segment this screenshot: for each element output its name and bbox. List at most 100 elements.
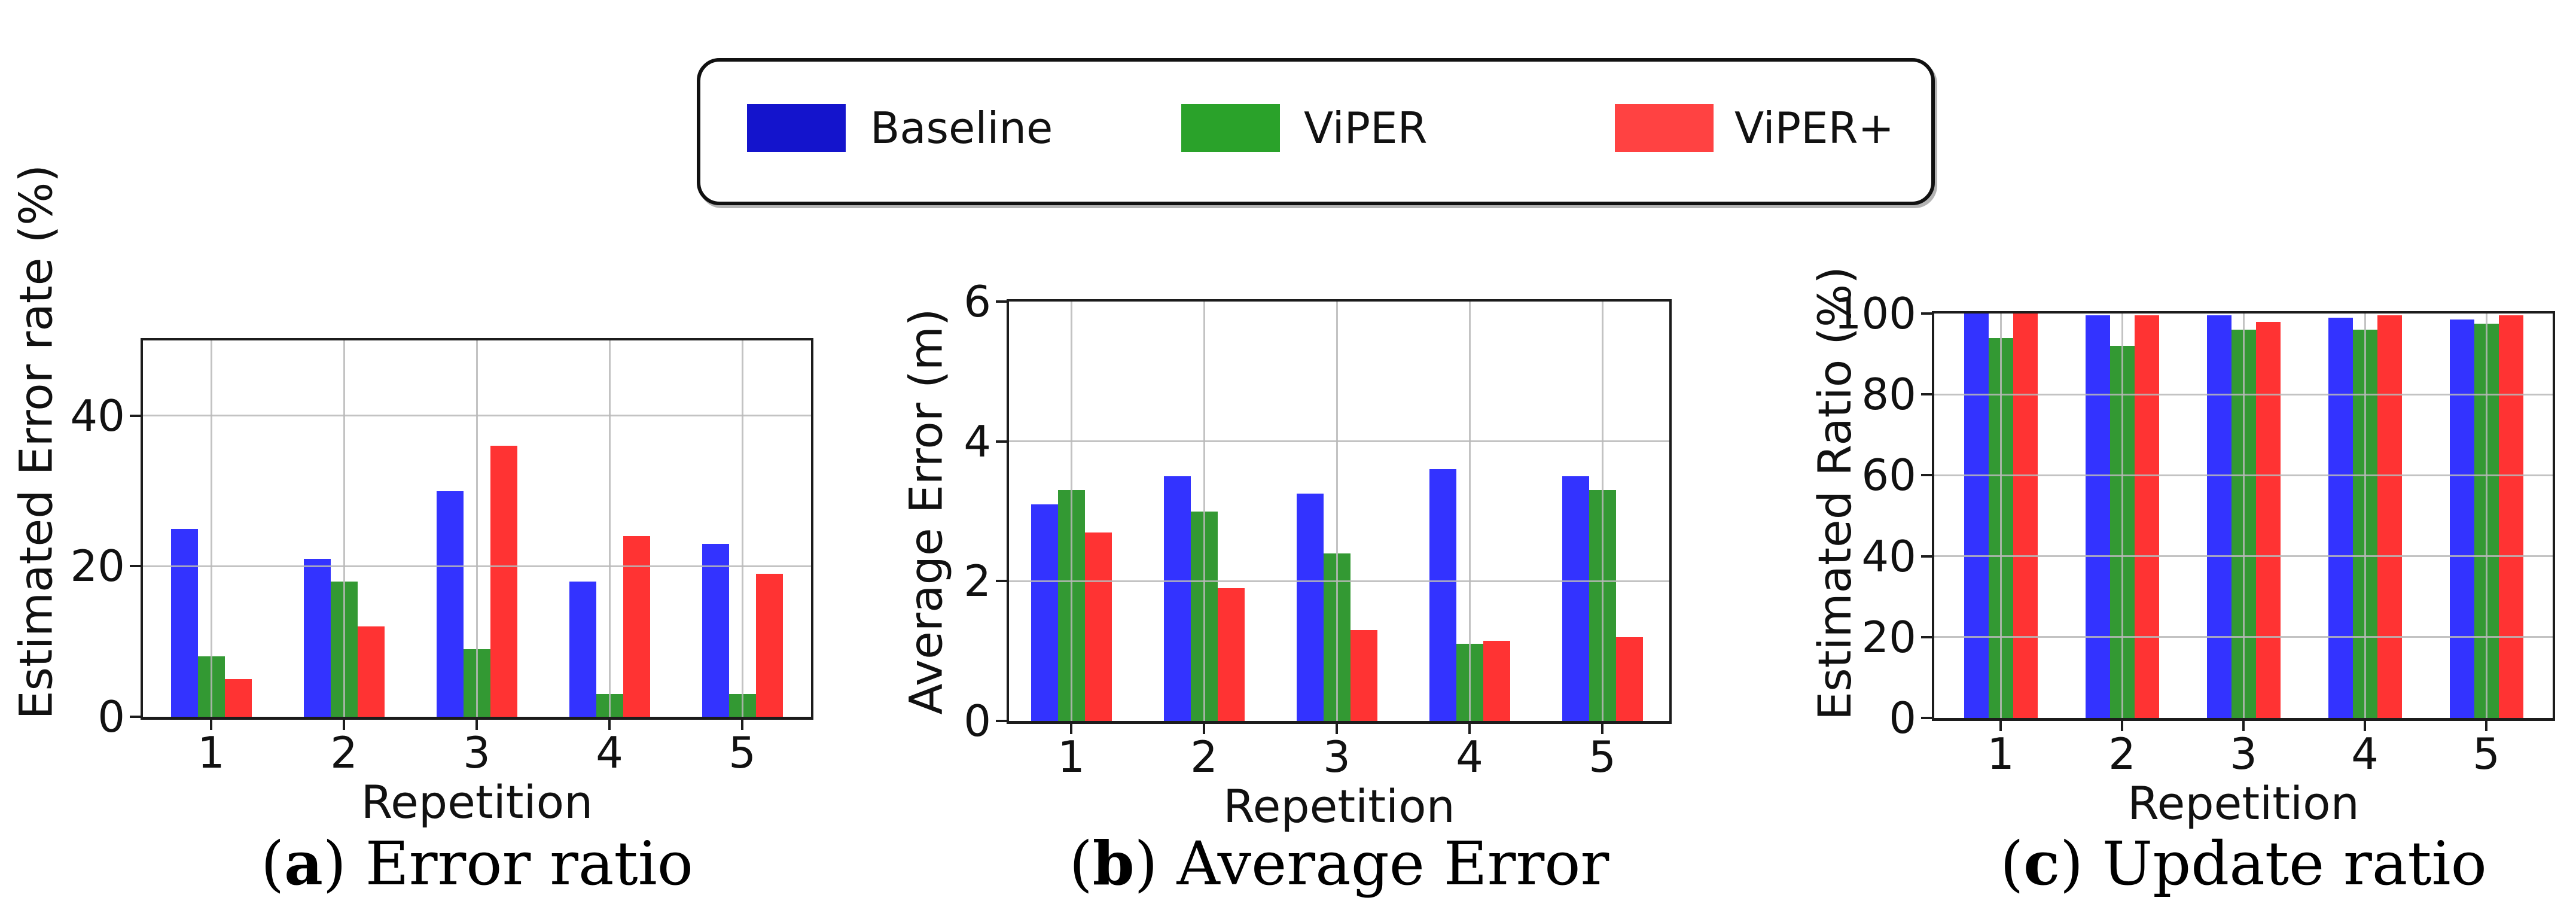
- x-tick-mark-2: [1203, 723, 1205, 734]
- bar-baseline-rep4: [1429, 469, 1456, 721]
- x-axis-label-c: Repetition: [2127, 777, 2359, 830]
- y-axis-label-c: Estimated Ratio (%): [1808, 266, 1861, 720]
- bar-viper-plus-rep3: [1350, 630, 1377, 721]
- y-tick-label-2: 2: [964, 556, 991, 607]
- x-tick-mark-5: [2485, 720, 2487, 731]
- x-tick-mark-4: [1468, 723, 1471, 734]
- plot-frame-bottom-spine: [141, 717, 813, 720]
- plot-frame-left-spine: [1932, 311, 1934, 720]
- legend-box: Baseline ViPER ViPER+: [697, 58, 1935, 205]
- y-tick-label-60: 60: [1861, 450, 1916, 501]
- bar-viper-plus-rep1: [1084, 532, 1112, 721]
- bar-baseline-rep5: [702, 543, 729, 717]
- x-tick-label-5: 5: [728, 728, 756, 778]
- bar-viper-plus-rep2: [1217, 588, 1245, 721]
- bar-viper-plus-rep1: [224, 679, 252, 717]
- plot-frame-left-spine: [1007, 299, 1009, 723]
- bar-viper-plus-rep4: [2377, 315, 2402, 718]
- bar-viper-plus-rep5: [2498, 315, 2523, 718]
- v-gridline-5: [1601, 302, 1603, 721]
- y-tick-label-80: 80: [1861, 369, 1916, 420]
- x-tick-mark-4: [2364, 720, 2366, 731]
- x-tick-mark-4: [608, 719, 611, 730]
- legend-label-viper-plus: ViPER+: [1734, 103, 1894, 153]
- legend-label-viper: ViPER: [1304, 103, 1428, 153]
- y-tick-mark-2: [996, 580, 1007, 583]
- legend-label-baseline: Baseline: [870, 103, 1053, 153]
- plot-frame-right-spine: [1669, 299, 1672, 723]
- caption-letter-c: c: [2023, 828, 2060, 899]
- y-tick-mark-40: [1921, 555, 1932, 558]
- y-tick-label-6: 6: [964, 276, 991, 327]
- y-tick-label-0: 0: [97, 692, 125, 742]
- v-gridline-1: [1999, 314, 2002, 718]
- plot-frame-top-spine: [1007, 299, 1672, 302]
- y-axis-label-b: Average Error (m): [899, 308, 952, 714]
- bar-viper-plus-rep3: [490, 446, 517, 717]
- x-tick-mark-2: [2121, 720, 2123, 731]
- x-tick-label-1: 1: [1057, 732, 1085, 782]
- y-tick-mark-100: [1921, 312, 1932, 315]
- caption-letter-b: b: [1092, 828, 1135, 899]
- caption-letter-a: a: [284, 828, 323, 899]
- x-axis-label-b: Repetition: [1223, 780, 1455, 833]
- bar-baseline-rep4: [2328, 317, 2353, 718]
- bar-baseline-rep1: [170, 528, 198, 717]
- plot-frame-top-spine: [141, 338, 813, 340]
- v-gridline-3: [2242, 314, 2245, 718]
- x-tick-label-4: 4: [2351, 729, 2379, 779]
- plot-frame-left-spine: [141, 338, 143, 719]
- x-tick-mark-3: [1336, 723, 1338, 734]
- plot-frame-top-spine: [1932, 311, 2555, 314]
- y-tick-mark-6: [996, 300, 1007, 303]
- bar-viper-plus-rep5: [755, 573, 783, 717]
- x-tick-mark-2: [343, 719, 345, 730]
- h-gridline-2: [1009, 580, 1669, 582]
- v-gridline-3: [1336, 302, 1338, 721]
- y-axis-label-a: Estimated Error rate (%): [9, 164, 62, 719]
- y-tick-label-4: 4: [964, 416, 991, 467]
- plot-frame-right-spine: [2553, 311, 2555, 720]
- bar-viper-plus-rep5: [1615, 637, 1643, 721]
- y-tick-mark-20: [130, 565, 141, 568]
- v-gridline-1: [1070, 302, 1072, 721]
- x-tick-label-4: 4: [596, 728, 623, 778]
- v-gridline-1: [210, 340, 212, 717]
- x-tick-label-2: 2: [2108, 729, 2136, 779]
- bar-baseline-rep3: [436, 491, 464, 717]
- caption-a: (a) Error ratio: [261, 828, 693, 899]
- v-gridline-5: [741, 340, 743, 717]
- y-tick-mark-0: [996, 720, 1007, 722]
- bar-baseline-rep3: [2206, 315, 2231, 718]
- bar-baseline-rep3: [1296, 494, 1324, 721]
- x-tick-mark-3: [475, 719, 478, 730]
- y-tick-label-40: 40: [70, 390, 125, 441]
- x-tick-label-1: 1: [1987, 729, 2014, 779]
- y-tick-label-0: 0: [964, 696, 991, 746]
- y-tick-label-0: 0: [1889, 693, 1916, 743]
- x-tick-label-3: 3: [2230, 729, 2257, 779]
- bar-baseline-rep5: [2449, 319, 2474, 718]
- v-gridline-4: [1468, 302, 1471, 721]
- bar-baseline-rep5: [1562, 476, 1589, 721]
- bar-baseline-rep4: [569, 581, 596, 717]
- y-tick-label-100: 100: [1834, 288, 1916, 339]
- bar-viper-plus-rep4: [1483, 640, 1510, 721]
- v-gridline-2: [1203, 302, 1205, 721]
- plot-frame-bottom-spine: [1007, 721, 1672, 724]
- x-axis-label-a: Repetition: [361, 775, 593, 829]
- v-gridline-4: [2364, 314, 2366, 718]
- legend-swatch-viper: [1181, 104, 1280, 152]
- bar-viper-plus-rep3: [2255, 321, 2281, 718]
- bar-baseline-rep1: [1964, 314, 1989, 718]
- x-tick-mark-1: [210, 719, 212, 730]
- x-tick-mark-1: [1999, 720, 2002, 731]
- bar-baseline-rep2: [303, 558, 331, 717]
- y-tick-label-40: 40: [1861, 531, 1916, 582]
- v-gridline-4: [608, 340, 611, 717]
- y-tick-mark-40: [130, 414, 141, 417]
- v-gridline-3: [475, 340, 478, 717]
- x-tick-mark-5: [1601, 723, 1603, 734]
- bar-baseline-rep1: [1031, 504, 1058, 721]
